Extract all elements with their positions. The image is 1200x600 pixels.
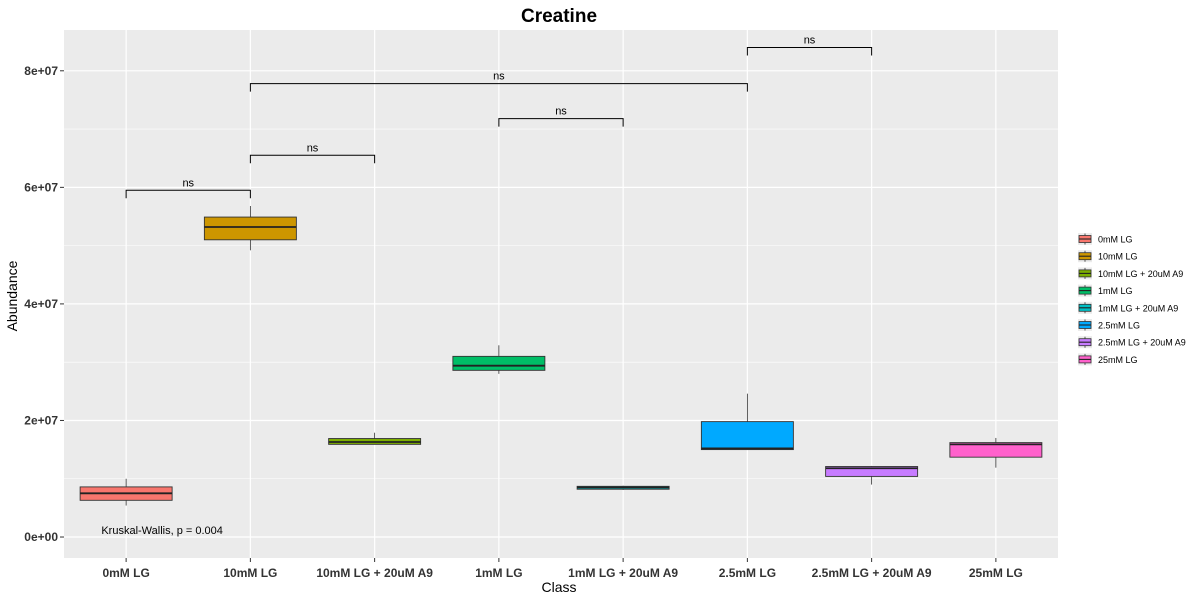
bracket-line bbox=[125, 189, 251, 199]
legend-entry: 10mM LG bbox=[1078, 250, 1138, 263]
box-2 bbox=[203, 206, 297, 251]
bracket-line bbox=[498, 118, 624, 127]
legend-label: 0mM LG bbox=[1098, 235, 1133, 245]
x-tick-label: 2.5mM LG bbox=[719, 566, 776, 580]
x-axis-title: Class bbox=[541, 579, 576, 595]
box-1 bbox=[79, 478, 173, 506]
bracket-label: ns bbox=[493, 71, 505, 83]
legend-entry: 1mM LG + 20uM A9 bbox=[1078, 301, 1178, 314]
kruskal-wallis-annotation: Kruskal-Wallis, p = 0.004 bbox=[101, 525, 223, 537]
legend-entry: 2.5mM LG + 20uM A9 bbox=[1078, 336, 1186, 349]
box-6 bbox=[700, 393, 794, 451]
x-tick-label: 10mM LG + 20uM A9 bbox=[316, 566, 433, 580]
legend-label: 2.5mM LG bbox=[1098, 321, 1140, 331]
x-tick-label: 25mM LG bbox=[969, 566, 1023, 580]
box-body bbox=[825, 466, 919, 477]
bracket-label: ns bbox=[307, 142, 319, 154]
legend-entry: 10mM LG + 20uM A9 bbox=[1078, 267, 1183, 280]
legend-label: 25mM LG bbox=[1098, 355, 1138, 365]
legend-entry: 25mM LG bbox=[1078, 353, 1138, 366]
bracket-5: ns bbox=[746, 34, 873, 56]
y-tick-label: 4e+07 bbox=[24, 297, 58, 311]
legend-label: 10mM LG + 20uM A9 bbox=[1098, 269, 1183, 279]
x-tick-label: 0mM LG bbox=[102, 566, 149, 580]
legend-label: 1mM LG + 20uM A9 bbox=[1098, 303, 1178, 313]
x-tick-label: 10mM LG bbox=[223, 566, 277, 580]
box-body bbox=[700, 421, 794, 451]
significance-brackets: ns ns ns ns ns bbox=[125, 34, 873, 199]
y-axis-title: Abundance bbox=[4, 260, 20, 331]
x-axis: 0mM LG 10mM LG 10mM LG + 20uM A9 1mM LG 1mM … bbox=[102, 558, 1023, 580]
y-axis: 0e+00 2e+07 4e+07 6e+07 8e+07 bbox=[24, 64, 64, 544]
y-tick-label: 8e+07 bbox=[24, 64, 58, 78]
box-3 bbox=[328, 432, 422, 445]
x-tick-label: 1mM LG bbox=[475, 566, 522, 580]
legend-label: 10mM LG bbox=[1098, 252, 1138, 262]
legend: 0mM LG 10mM LG 10mM LG + 20uM A9 1mM LG 1mM … bbox=[1078, 233, 1186, 366]
box-7 bbox=[825, 465, 919, 485]
box-5 bbox=[576, 485, 670, 490]
legend-entry: 1mM LG bbox=[1078, 284, 1133, 297]
bracket-4: ns bbox=[249, 71, 748, 92]
legend-label: 1mM LG bbox=[1098, 286, 1133, 296]
y-tick-label: 6e+07 bbox=[24, 180, 58, 194]
boxplot-series bbox=[79, 206, 1043, 506]
bracket-1: ns bbox=[125, 177, 251, 199]
box-body bbox=[949, 442, 1043, 458]
y-tick-label: 0e+00 bbox=[24, 530, 58, 544]
bracket-label: ns bbox=[555, 106, 567, 118]
legend-entry: 0mM LG bbox=[1078, 233, 1133, 245]
bracket-3: ns bbox=[498, 106, 624, 127]
y-tick-label: 2e+07 bbox=[24, 413, 58, 427]
grid-lines bbox=[64, 30, 1058, 558]
bracket-line bbox=[249, 154, 376, 164]
box-body bbox=[452, 355, 546, 371]
x-tick-label: 2.5mM LG + 20uM A9 bbox=[812, 566, 932, 580]
box-4 bbox=[452, 345, 546, 374]
bracket-label: ns bbox=[804, 34, 816, 46]
box-body bbox=[203, 216, 297, 241]
chart-title: Creatine bbox=[521, 6, 597, 27]
bracket-2: ns bbox=[249, 142, 376, 164]
bracket-line bbox=[249, 83, 748, 92]
bracket-line bbox=[746, 46, 873, 56]
x-tick-label: 1mM LG + 20uM A9 bbox=[568, 566, 678, 580]
bracket-label: ns bbox=[182, 177, 194, 189]
box-8 bbox=[949, 437, 1043, 468]
legend-entry: 2.5mM LG bbox=[1078, 319, 1140, 331]
legend-label: 2.5mM LG + 20uM A9 bbox=[1098, 338, 1186, 348]
